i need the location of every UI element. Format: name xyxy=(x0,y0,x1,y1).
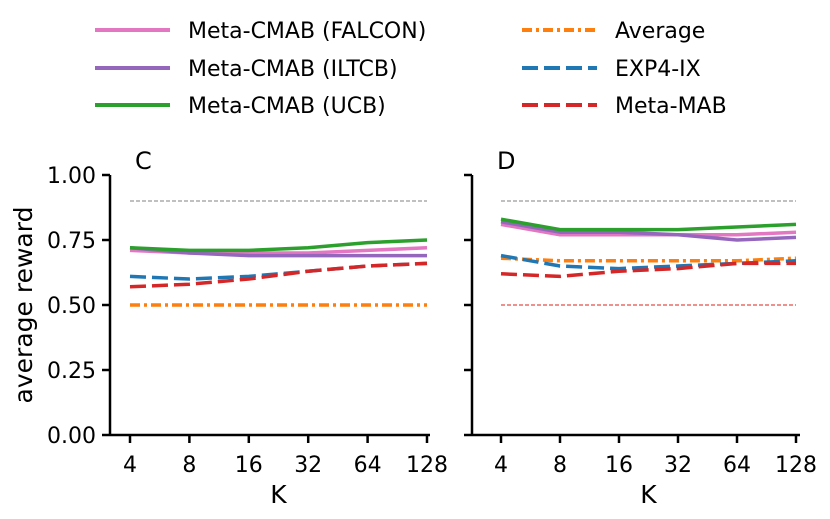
x-tick-label: 16 xyxy=(235,453,263,478)
panel-d: 4 8 16 32 64 128 K D xyxy=(464,147,817,509)
panel-c: 0.00 0.25 0.50 0.75 1.00 4 8 16 32 64 128 Kaverage … xyxy=(9,147,448,509)
panel-label: C xyxy=(135,147,152,175)
y-tick-label: 1.00 xyxy=(47,164,96,189)
x-tick-label: 4 xyxy=(123,453,137,478)
y-tick-label: 0.25 xyxy=(47,359,96,384)
legend-label-exp4: EXP4-IX xyxy=(615,57,701,82)
y-axis-title: average reward xyxy=(9,207,38,404)
x-tick-label: 32 xyxy=(294,453,322,478)
x-tick-label: 16 xyxy=(605,453,633,478)
x-tick-label: 128 xyxy=(406,453,448,478)
legend-label-average: Average xyxy=(615,19,705,44)
series-line-metamab xyxy=(500,261,796,279)
x-tick-label: 128 xyxy=(775,453,817,478)
legend-entry-exp4: EXP4-IX xyxy=(522,57,701,82)
x-tick-label: 8 xyxy=(182,453,196,478)
x-tick-label: 4 xyxy=(494,453,508,478)
series-line-ucb xyxy=(500,217,797,232)
x-axis-title: K xyxy=(270,480,287,509)
series-line-iltcb xyxy=(129,246,427,258)
panel-label: D xyxy=(497,147,515,175)
legend-entry-metamab: Meta-MAB xyxy=(522,94,727,119)
x-tick-label: 8 xyxy=(553,453,567,478)
legend: Meta-CMAB (FALCON) Meta-CMAB (ILTCB) Meta-… xyxy=(95,19,727,119)
x-tick-label: 64 xyxy=(354,453,382,478)
series-line-metamab xyxy=(129,261,428,289)
legend-label-falcon: Meta-CMAB (FALCON) xyxy=(188,19,426,44)
y-tick-label: 0.75 xyxy=(47,229,96,254)
legend-label-metamab: Meta-MAB xyxy=(615,94,727,119)
legend-label-ucb: Meta-CMAB (UCB) xyxy=(188,94,386,119)
x-tick-label: 32 xyxy=(664,453,692,478)
y-tick-label: 0.00 xyxy=(47,424,96,449)
series-line-ucb xyxy=(129,238,428,253)
legend-entry-falcon: Meta-CMAB (FALCON) xyxy=(95,19,426,44)
series-line-iltcb xyxy=(500,220,797,242)
legend-label-iltcb: Meta-CMAB (ILTCB) xyxy=(188,57,398,82)
legend-entry-average: Average xyxy=(522,19,705,44)
x-axis-title: K xyxy=(640,480,657,509)
y-tick-label: 0.50 xyxy=(47,294,96,319)
x-tick-label: 64 xyxy=(723,453,751,478)
legend-entry-ucb: Meta-CMAB (UCB) xyxy=(95,94,386,119)
legend-entry-iltcb: Meta-CMAB (ILTCB) xyxy=(95,57,398,82)
series-line-average xyxy=(500,256,797,263)
